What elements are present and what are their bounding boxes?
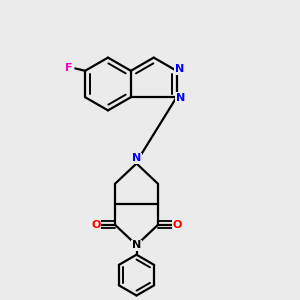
Text: O: O (91, 220, 100, 230)
Text: O: O (172, 220, 182, 230)
Text: F: F (65, 63, 72, 74)
Text: N: N (132, 153, 141, 164)
Text: N: N (132, 240, 141, 250)
Text: N: N (176, 93, 185, 103)
Text: N: N (175, 64, 184, 74)
